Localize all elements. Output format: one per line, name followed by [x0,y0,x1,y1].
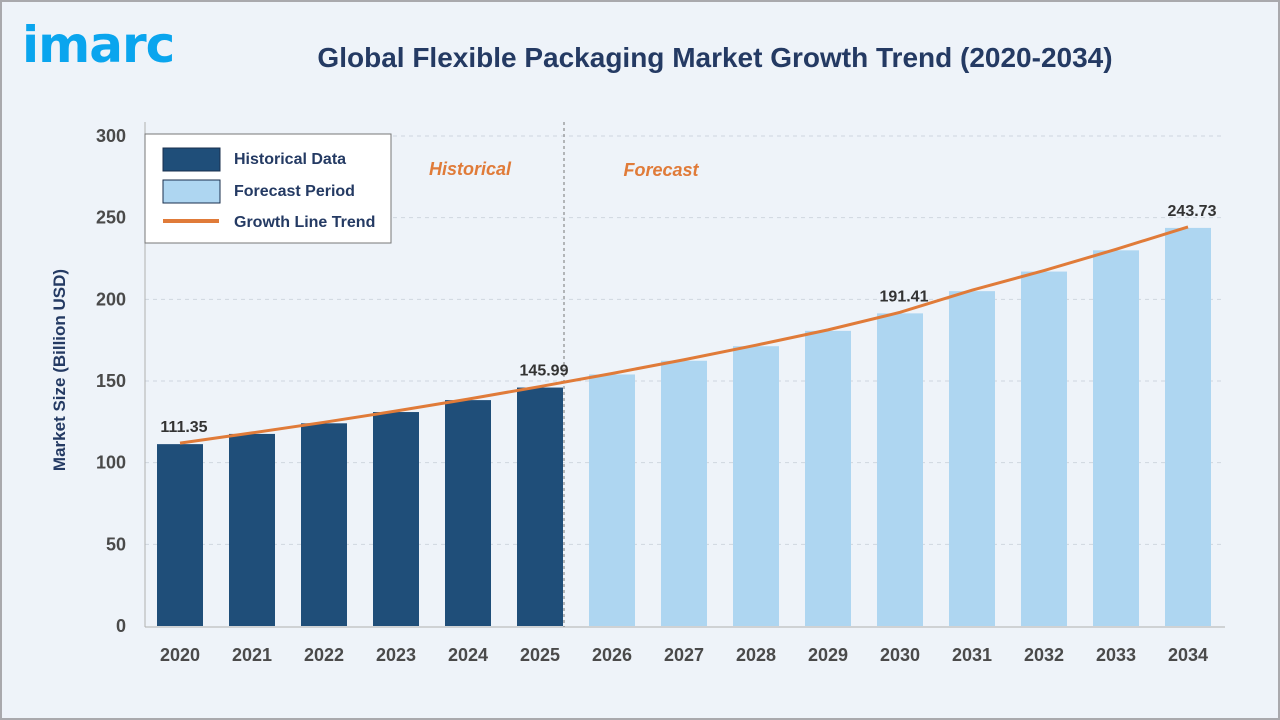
y-tick-label: 250 [96,208,126,228]
bar-2030 [877,313,923,626]
y-tick-label: 300 [96,126,126,146]
x-tick-label: 2031 [952,645,992,665]
bar-2024 [445,400,491,626]
x-tick-label: 2028 [736,645,776,665]
y-axis-label: Market Size (Billion USD) [50,269,69,471]
data-label: 145.99 [520,363,569,380]
x-tick-label: 2033 [1096,645,1136,665]
y-tick-label: 100 [96,453,126,473]
legend-swatch-forecast [162,179,221,204]
bar-2028 [733,346,779,626]
bar-2026 [589,374,635,626]
data-label: 191.41 [880,288,929,305]
bar-2034 [1165,227,1211,627]
legend-label-forecast: Forecast Period [234,183,355,200]
bar-2029 [805,330,851,626]
bar-2023 [373,412,419,626]
bar-2020 [157,444,203,626]
x-tick-label: 2020 [160,645,200,665]
x-tick-label: 2023 [376,645,416,665]
imarc-logo: imarc [22,16,175,74]
y-tick-label: 0 [116,616,126,636]
y-tick-label: 50 [106,534,126,554]
bar-2031 [949,291,995,626]
legend-label-trend: Growth Line Trend [234,214,375,231]
y-tick-label: 200 [96,289,126,309]
legend: Historical Data Forecast Period Growth L… [144,133,392,244]
chart-title: Global Flexible Packaging Market Growth … [317,42,1113,73]
x-tick-label: 2027 [664,645,704,665]
x-tick-label: 2030 [880,645,920,665]
data-label: 111.35 [160,419,207,436]
bar-2032 [1021,271,1067,626]
bar-2027 [661,360,707,626]
bar-2025 [517,387,563,626]
legend-swatch-historical [162,147,221,172]
x-tick-label: 2022 [304,645,344,665]
y-tick-label: 150 [96,371,126,391]
x-tick-label: 2025 [520,645,560,665]
x-tick-label: 2029 [808,645,848,665]
forecast-period-label: Forecast [623,160,699,180]
historical-period-label: Historical [429,159,512,179]
bar-2033 [1093,250,1139,627]
bar-2022 [301,423,347,626]
x-tick-label: 2032 [1024,645,1064,665]
x-tick-label: 2034 [1168,645,1208,665]
data-label: 243.73 [1168,203,1217,220]
x-tick-label: 2024 [448,645,488,665]
growth-trend-line [179,225,1189,445]
bar-2021 [229,433,275,626]
x-tick-label: 2026 [592,645,632,665]
legend-label-historical: Historical Data [234,151,346,168]
x-tick-label: 2021 [232,645,272,665]
